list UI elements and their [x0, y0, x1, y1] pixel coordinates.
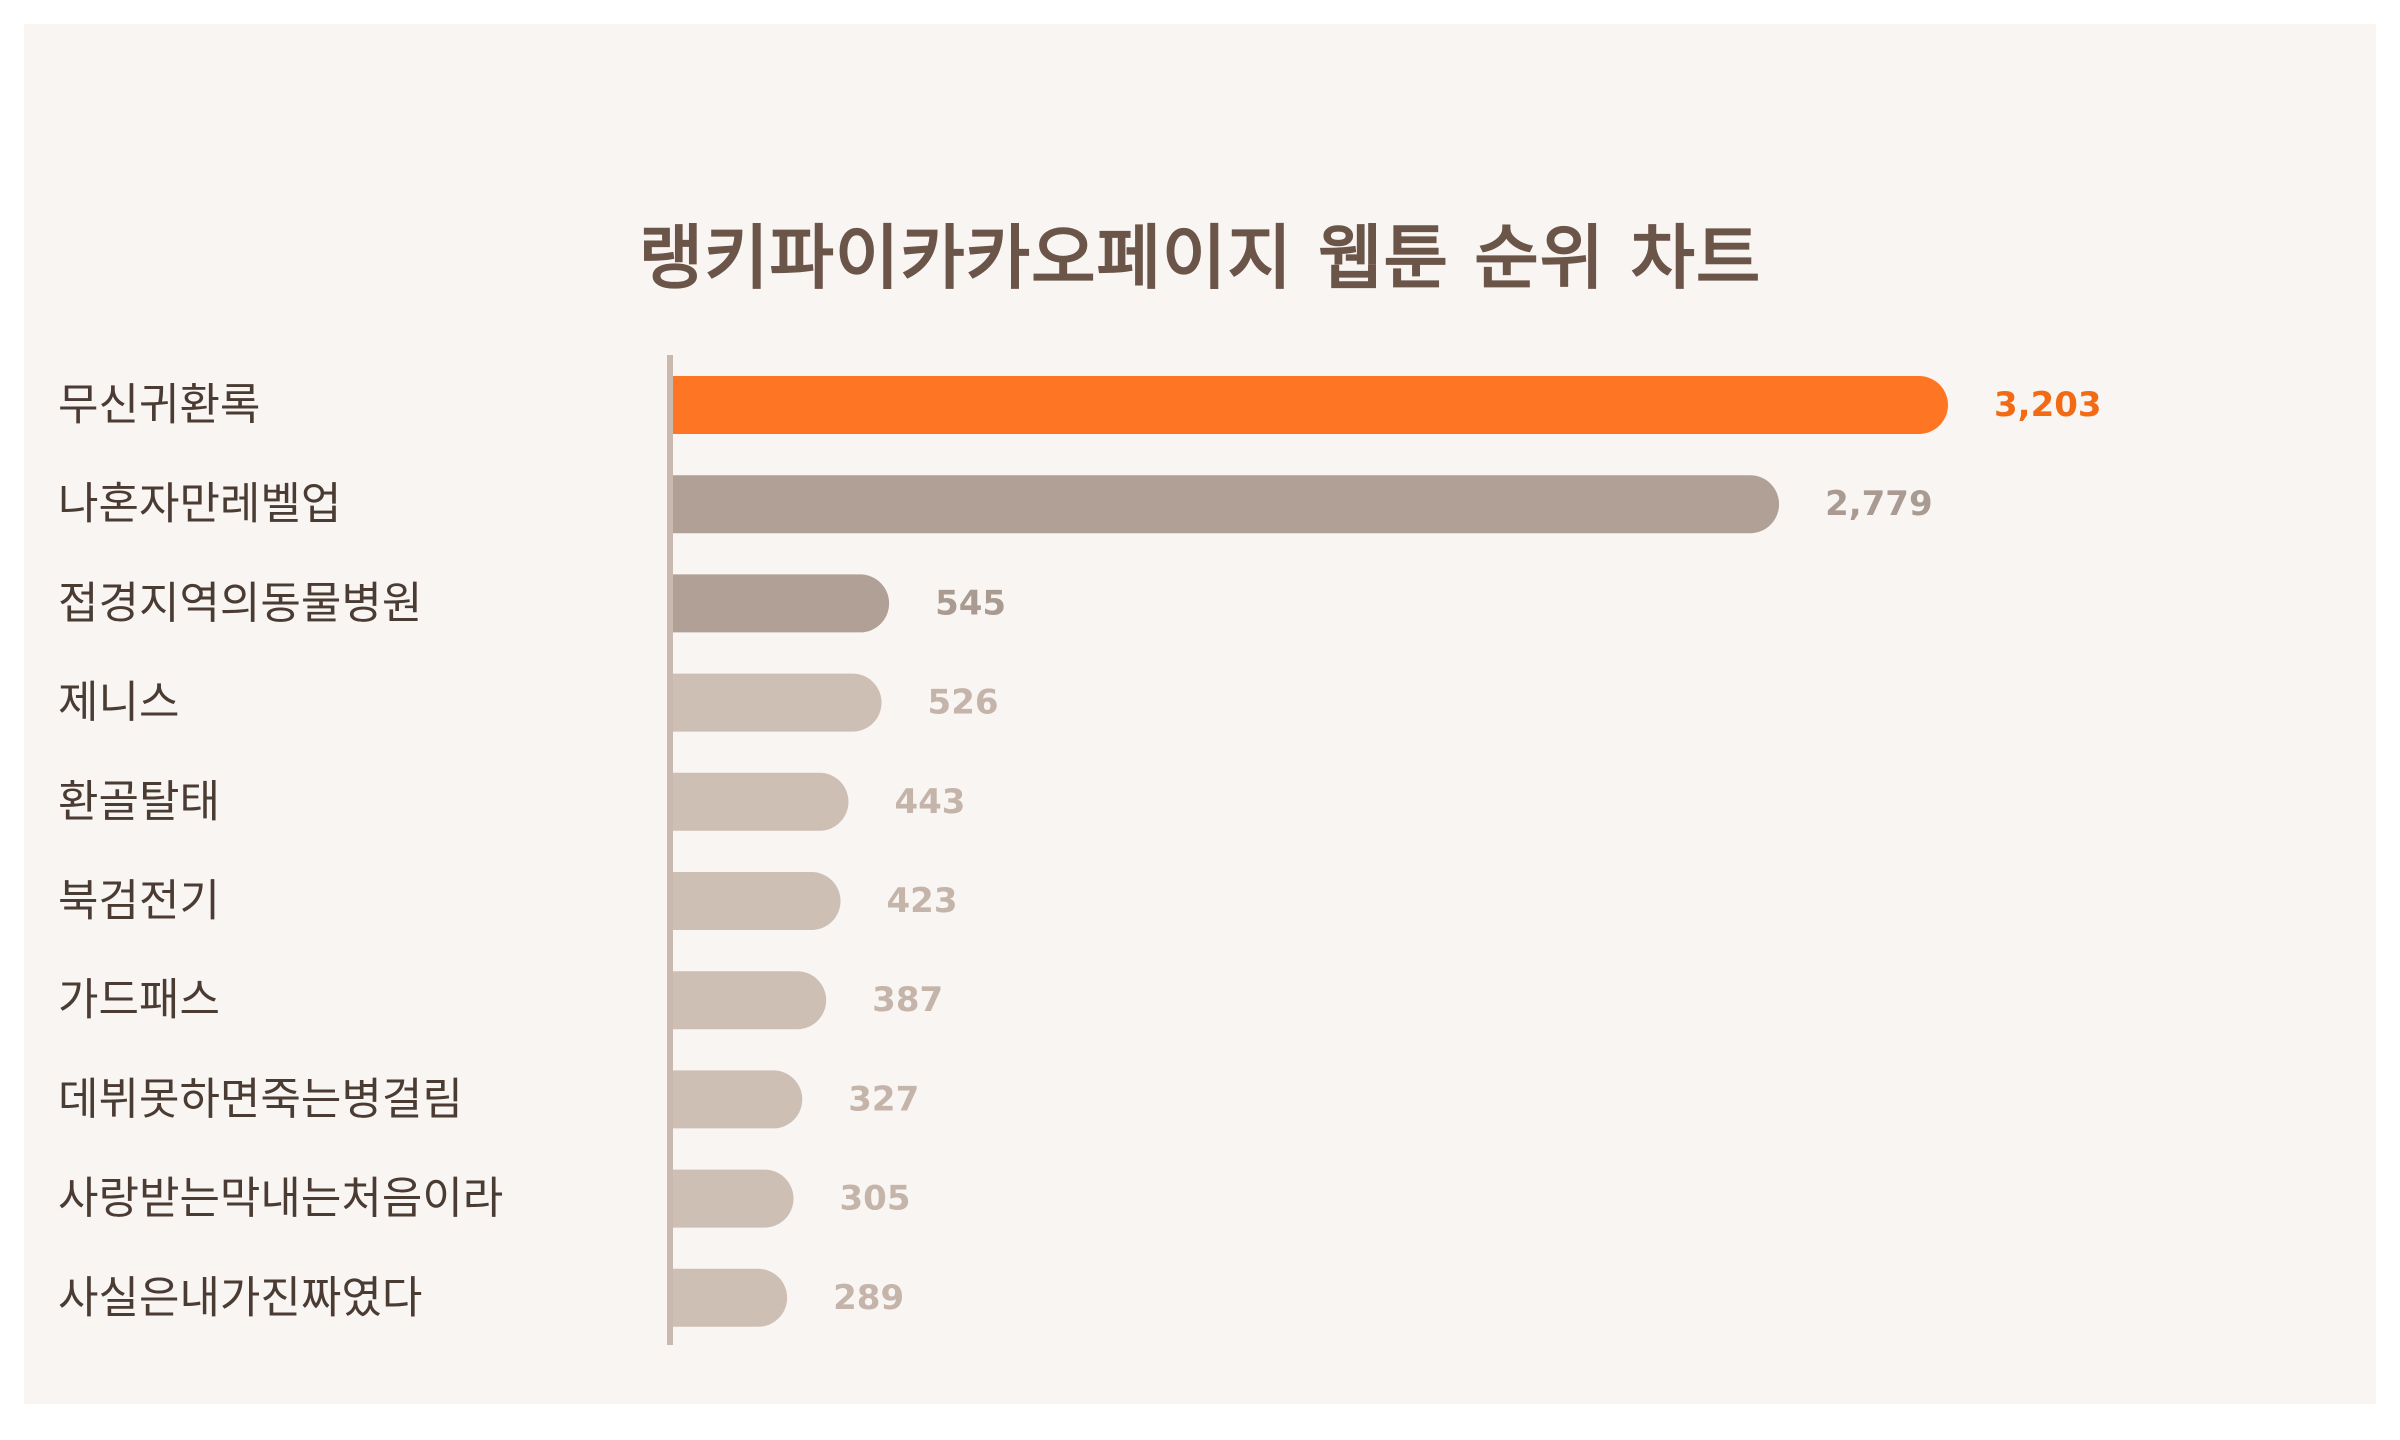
category-label: 사실은내가진짜였다 [58, 1272, 422, 1323]
value-label: 387 [872, 980, 943, 1020]
category-label: 가드패스 [58, 975, 220, 1026]
value-label: 423 [887, 881, 958, 921]
bar [672, 574, 890, 633]
bar [672, 376, 1948, 434]
value-label: 526 [928, 683, 999, 723]
bar [672, 772, 849, 831]
value-label: 327 [848, 1079, 919, 1119]
category-label: 데뷔못하면죽는병걸림 [58, 1074, 463, 1125]
bar [672, 1070, 803, 1129]
value-label: 545 [935, 583, 1006, 623]
category-label: 나혼자만레벨업 [58, 479, 341, 530]
category-label: 환골탈태 [58, 776, 220, 827]
bar [672, 1268, 788, 1327]
bar [672, 971, 827, 1030]
category-label: 북검전기 [58, 876, 220, 927]
bar [672, 673, 882, 732]
bar [672, 1169, 794, 1228]
value-label: 3,203 [1994, 385, 2102, 425]
chart-panel: 랭키파이카카오페이지 웹툰 순위 차트 [24, 24, 2376, 1404]
category-label: 접경지역의동물병원 [58, 578, 422, 629]
category-label: 무신귀환록 [58, 380, 260, 431]
category-label: 제니스 [58, 677, 179, 728]
value-label: 443 [894, 782, 965, 822]
chart-title: 랭키파이카카오페이지 웹툰 순위 차트 [638, 217, 1762, 299]
value-label: 2,779 [1825, 484, 1933, 524]
category-label: 사랑받는막내는처음이라 [58, 1173, 503, 1224]
value-label: 289 [833, 1278, 904, 1318]
bar [672, 872, 841, 930]
bar [672, 475, 1780, 534]
value-label: 305 [840, 1179, 911, 1219]
